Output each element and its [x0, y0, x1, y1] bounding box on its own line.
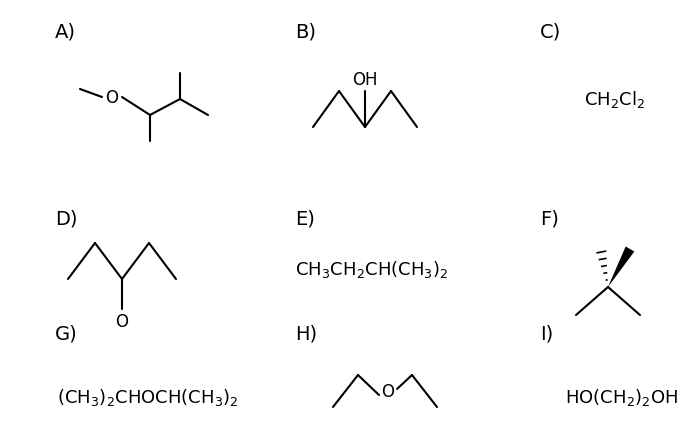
Text: O: O [116, 312, 129, 330]
Text: C): C) [540, 22, 561, 41]
Text: O: O [106, 89, 118, 107]
Text: CH$_3$CH$_2$CH(CH$_3$)$_2$: CH$_3$CH$_2$CH(CH$_3$)$_2$ [295, 259, 449, 280]
Text: (CH$_3$)$_2$CHOCH(CH$_3$)$_2$: (CH$_3$)$_2$CHOCH(CH$_3$)$_2$ [57, 386, 239, 408]
Text: O: O [382, 382, 395, 400]
Text: E): E) [295, 210, 315, 228]
Polygon shape [608, 247, 634, 287]
Text: B): B) [295, 22, 316, 41]
Text: OH: OH [352, 71, 378, 89]
Text: CH$_2$Cl$_2$: CH$_2$Cl$_2$ [584, 89, 645, 110]
Text: HO(CH$_2$)$_2$OH: HO(CH$_2$)$_2$OH [566, 386, 678, 408]
Text: F): F) [540, 210, 559, 228]
Text: A): A) [55, 22, 76, 41]
Text: H): H) [295, 324, 317, 343]
Text: D): D) [55, 210, 78, 228]
Text: I): I) [540, 324, 553, 343]
Text: G): G) [55, 324, 78, 343]
